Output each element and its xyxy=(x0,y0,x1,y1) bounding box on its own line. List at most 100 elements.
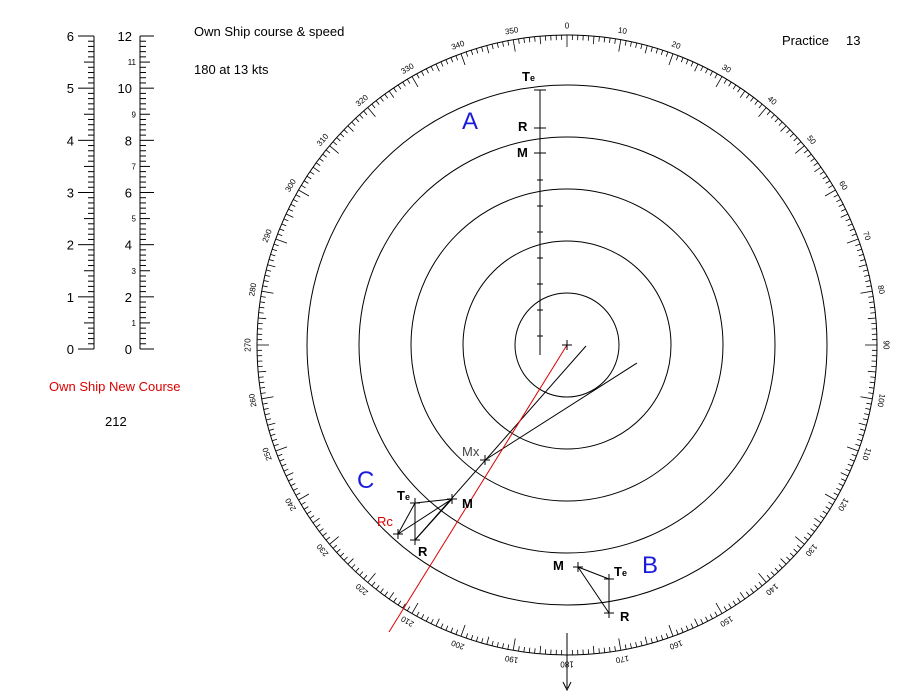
compass-tick xyxy=(694,63,699,72)
compass-tick xyxy=(277,453,283,457)
compass-tick xyxy=(828,501,833,506)
left-scale-label: 3 xyxy=(67,186,74,201)
compass-tick xyxy=(285,472,294,477)
compass-tick xyxy=(315,523,321,528)
compass-tick xyxy=(303,506,309,510)
compass-bearing-label: 60 xyxy=(837,179,850,192)
compass-tick xyxy=(534,36,536,42)
compass-tick xyxy=(523,37,525,44)
right-scale-minor-label: 9 xyxy=(132,110,137,119)
compass-tick xyxy=(421,71,425,76)
compass-tick xyxy=(864,413,870,416)
compass-tick xyxy=(270,433,276,437)
compass-tick xyxy=(539,36,542,45)
compass-tick xyxy=(491,44,494,50)
compass-tick xyxy=(825,506,831,510)
compass-tick xyxy=(685,59,689,65)
compass-tick xyxy=(770,114,775,119)
compass-tick xyxy=(745,591,750,597)
target-b-te-label: Te xyxy=(614,564,627,579)
compass-bearing-label: 200 xyxy=(450,638,466,651)
compass-tick xyxy=(766,110,771,116)
compass-tick xyxy=(847,223,853,227)
compass-tick xyxy=(303,180,309,184)
compass-tick xyxy=(258,312,264,314)
compass-tick xyxy=(789,133,794,138)
compass-tick xyxy=(739,592,746,600)
compass-tick xyxy=(849,228,855,232)
compass-tick xyxy=(845,468,851,472)
new-course-label: Own Ship New Course xyxy=(49,379,181,394)
compass-tick xyxy=(259,387,266,389)
compass-tick xyxy=(301,501,306,506)
compass-tick xyxy=(840,213,849,218)
right-scale-minor-label: 5 xyxy=(132,215,137,224)
range-rings xyxy=(306,84,828,606)
compass-tick xyxy=(860,428,866,431)
compass-bearing-label: 40 xyxy=(766,94,779,107)
compass-bearing-label: 230 xyxy=(315,542,331,558)
compass-tick xyxy=(846,446,859,452)
compass-tick xyxy=(279,228,285,232)
compass-tick xyxy=(260,392,266,394)
compass-tick xyxy=(406,79,411,84)
compass-tick xyxy=(306,175,312,180)
compass-tick xyxy=(869,381,875,384)
compass-tick xyxy=(680,57,684,63)
compass-tick xyxy=(481,638,484,644)
compass-tick xyxy=(290,483,296,487)
target-a-label: A xyxy=(462,108,479,135)
compass-tick xyxy=(750,97,754,102)
compass-tick xyxy=(343,129,348,134)
compass-tick xyxy=(455,629,459,635)
compass-tick xyxy=(796,141,802,146)
compass-tick xyxy=(650,46,653,52)
compass-tick xyxy=(660,50,664,56)
compass-tick xyxy=(283,468,289,472)
compass-tick xyxy=(851,453,857,457)
compass-tick xyxy=(825,180,831,184)
compass-tick xyxy=(312,166,320,173)
right-scale-minor-label: 7 xyxy=(132,162,137,171)
compass-tick xyxy=(855,443,861,447)
compass-tick xyxy=(862,269,868,272)
compass-tick xyxy=(732,600,737,606)
compass-tick xyxy=(705,616,709,622)
right-scale-minor-label: 3 xyxy=(132,267,137,276)
target-b-label: B xyxy=(642,552,659,579)
compass-tick xyxy=(858,433,864,437)
compass-tick xyxy=(264,274,270,277)
compass-bearing-label: 140 xyxy=(764,582,780,598)
compass-tick xyxy=(868,296,874,298)
compass-tick xyxy=(475,636,479,642)
compass-bearing-label: 70 xyxy=(861,230,873,242)
compass-tick xyxy=(388,90,395,98)
compass-bearing-label: 320 xyxy=(354,93,370,109)
compass-tick xyxy=(758,581,763,587)
compass-tick xyxy=(728,603,732,609)
right-scale-label: 4 xyxy=(125,238,132,253)
compass-tick xyxy=(460,624,466,637)
compass-tick xyxy=(512,39,516,52)
compass-tick xyxy=(865,408,871,410)
compass-tick xyxy=(272,248,278,252)
compass-tick xyxy=(450,627,454,633)
compass-tick xyxy=(858,264,867,268)
compass-tick xyxy=(866,285,872,288)
compass-tick xyxy=(624,40,627,46)
compass-tick xyxy=(630,41,632,47)
target-a-te-label: Te xyxy=(522,69,535,84)
compass-bearing-label: 280 xyxy=(247,282,258,297)
compass-bearing-label: 340 xyxy=(450,39,466,52)
range-ring-3 xyxy=(410,188,724,502)
practice-label: Practice xyxy=(782,33,829,48)
compass-bearing-label: 80 xyxy=(876,284,887,295)
compass-tick xyxy=(262,285,268,288)
target-c-m-label: M xyxy=(462,496,473,511)
compass-tick xyxy=(465,633,469,639)
compass-tick xyxy=(700,66,704,72)
compass-tick xyxy=(388,592,395,600)
compass-tick xyxy=(268,428,274,431)
new-course-line xyxy=(388,344,568,633)
